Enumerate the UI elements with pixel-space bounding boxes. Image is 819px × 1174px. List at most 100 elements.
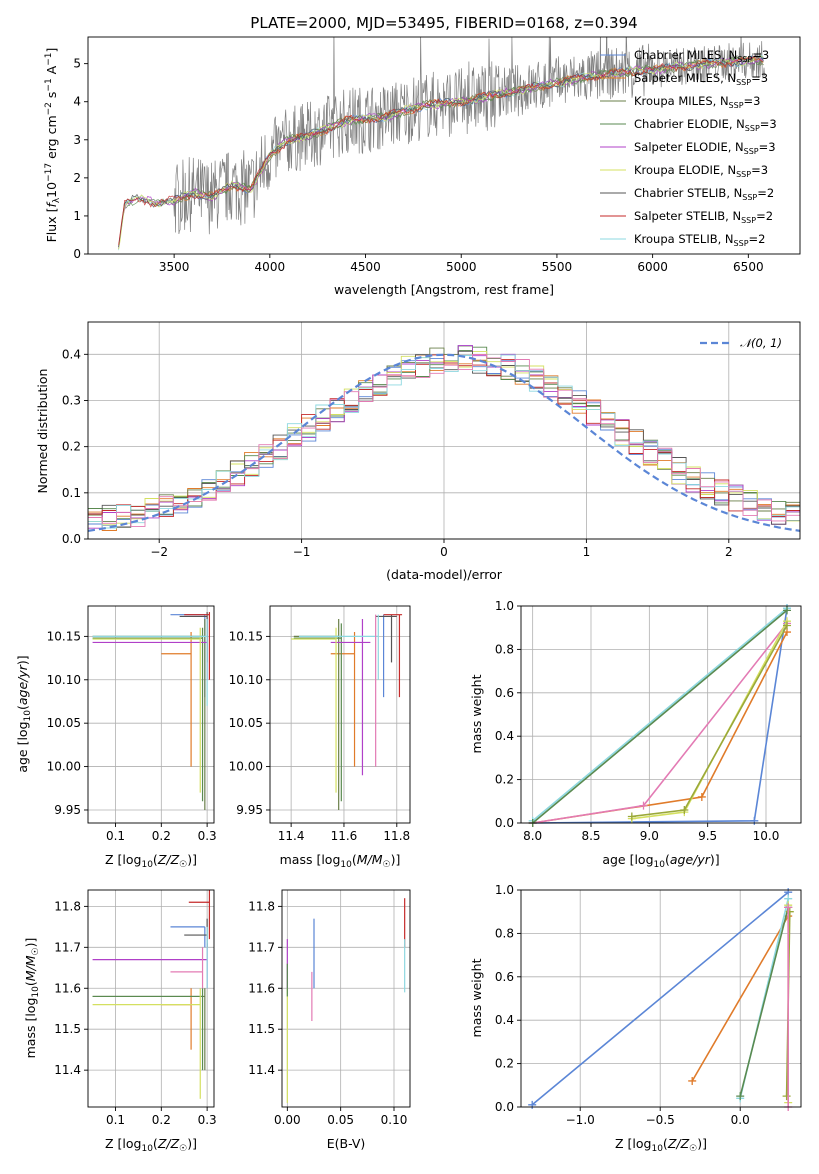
legend-label: Chabrier ELODIE, NSSP=3 — [634, 117, 777, 133]
x-tick-label: 0.0 — [731, 1113, 750, 1127]
model-spectrum-cstelib — [118, 54, 764, 248]
x-tick-label: 6000 — [637, 260, 668, 274]
y-tick-label: 5 — [73, 57, 81, 71]
mass-weight-line-celodie — [739, 907, 789, 1097]
mass-weight-vs-Z-ylabel: mass weight — [469, 958, 484, 1037]
y-tick-label: 0.1 — [62, 486, 81, 500]
residual-histogram-pink — [88, 354, 800, 528]
residuals-panel: −2 −1 0 1 2 0.0 0.1 0.2 0.3 0.4 𝒩(0, 1) (data-mode… — [35, 321, 801, 582]
y-tick-label: 0.6 — [495, 686, 514, 700]
mass-weight-line-smiles — [691, 915, 789, 1082]
normal-curve — [88, 353, 800, 532]
legend-label-rest: =3 — [751, 71, 768, 85]
x-tick-label: 11.4 — [278, 829, 305, 843]
x-tick-label: 0.3 — [198, 1113, 217, 1127]
x-tick-label: 0.2 — [152, 1113, 171, 1127]
legend-subscript: SSP — [744, 147, 759, 156]
y-tick-label: 0.2 — [495, 1057, 514, 1071]
x-tick-label: 5000 — [446, 260, 477, 274]
y-tick-label: 11.6 — [248, 981, 275, 995]
mass-weight-marker-olive — [785, 907, 794, 916]
mass-weight-marker-celodie — [783, 606, 791, 615]
legend-label: 𝒩(0, 1) — [740, 336, 782, 350]
x-tick-label: 10.0 — [753, 829, 780, 843]
y-tick-label: 10.05 — [229, 716, 263, 730]
mass-weight-marker-olive — [680, 805, 689, 814]
legend-subscript: SSP — [741, 216, 756, 225]
residuals-ylabel: Normed distribution — [35, 369, 50, 494]
x-tick-label: 0.2 — [152, 829, 171, 843]
legend-label: Salpeter ELODIE, NSSP=3 — [634, 140, 776, 156]
mass-weight-marker-smiles — [697, 792, 706, 801]
mass-vs-EBV-xlabel: E(B-V) — [327, 1136, 366, 1151]
x-tick-label: 0.1 — [106, 1113, 125, 1127]
legend-label: Salpeter STELIB, NSSP=2 — [634, 209, 773, 225]
mass-weight-marker-cmiles — [528, 1100, 537, 1109]
legend-label-rest: =2 — [749, 232, 766, 246]
mass-weight-marker-cmiles — [750, 816, 759, 825]
x-tick-label: 9.5 — [698, 829, 717, 843]
legend-subscript: SSP — [742, 193, 757, 202]
legend-subscript: SSP — [736, 170, 751, 179]
legend-subscript: SSP — [736, 78, 751, 87]
age-vs-mass-xlabel: mass [log10(M/M☉)] — [280, 852, 401, 870]
legend-label-rest: =2 — [756, 209, 773, 223]
mass-weight-marker-olive — [783, 621, 791, 630]
x-tick-label: 0.10 — [381, 1113, 408, 1127]
y-tick-label: 10.15 — [229, 629, 263, 643]
mass-vs-Z-ylabel: mass [log10(M/M☉)] — [23, 938, 41, 1059]
legend-subscript: SSP — [745, 124, 760, 133]
residuals-frame — [87, 321, 801, 540]
x-tick-label: 11.8 — [383, 829, 410, 843]
x-tick-label: 4500 — [350, 260, 381, 274]
y-tick-label: 0.0 — [495, 816, 514, 830]
y-tick-label: 0.8 — [495, 642, 514, 656]
legend-label: Chabrier MILES, NSSP=3 — [634, 48, 769, 64]
x-tick-label: 4000 — [255, 260, 286, 274]
legend-label-rest: =3 — [759, 140, 776, 154]
age-vs-Z-panel: 0.1 0.2 0.3 9.95 10.00 10.05 10.10 10.15 Z [log… — [15, 605, 217, 870]
x-tick-label: 0.3 — [198, 829, 217, 843]
model-spectrum-kmiles — [173, 55, 764, 204]
mass-weight-line-pink — [532, 622, 788, 824]
y-tick-label: 3 — [73, 133, 81, 147]
x-tick-label: 11.6 — [331, 829, 358, 843]
x-tick-label: −0.5 — [646, 1113, 675, 1127]
spectrum-frame — [87, 36, 801, 255]
model-spectrum-sstelib — [118, 55, 764, 245]
x-tick-label: 1 — [583, 545, 591, 559]
x-tick-label: −1.0 — [566, 1113, 595, 1127]
mass-vs-Z-xlabel: Z [log10(Z/Z☉)] — [105, 1136, 197, 1154]
mass-weight-vs-Z-xlabel: Z [log10(Z/Z☉)] — [615, 1136, 707, 1154]
mass-weight-line-kstelib — [532, 607, 788, 822]
y-tick-label: 11.5 — [54, 1022, 81, 1036]
histogram-lines — [88, 345, 800, 535]
spectrum-ylabel: Flux [fλ10−17 erg cm−2 s−1 A−1] — [44, 48, 62, 243]
age-vs-mass-frame — [269, 605, 411, 824]
mass-weight-vs-Z-panel: −1.0 −0.5 0.0 0.0 0.2 0.4 0.6 0.8 1.0 Z [log10(Z… — [469, 883, 802, 1154]
legend-subscript: SSP — [737, 55, 752, 64]
x-tick-label: 0 — [440, 545, 448, 559]
mass-weight-line-cmiles — [531, 891, 789, 1106]
y-tick-label: 11.4 — [54, 1063, 81, 1077]
x-tick-label: 6500 — [733, 260, 764, 274]
y-tick-label: 10.00 — [229, 760, 263, 774]
model-spectrum-celodie — [118, 56, 764, 247]
age-vs-Z-xlabel: Z [log10(Z/Z☉)] — [105, 852, 197, 870]
y-tick-label: 1.0 — [495, 599, 514, 613]
spectrum-legend: Chabrier MILES, NSSP=3 Salpeter MILES, NS… — [600, 48, 777, 248]
y-tick-label: 0.4 — [495, 729, 514, 743]
y-tick-label: 10.10 — [229, 673, 263, 687]
model-spectrum-selodie — [118, 57, 764, 247]
spectrum-xlabel: wavelength [Angstrom, rest frame] — [334, 282, 554, 297]
y-tick-label: 11.7 — [248, 940, 275, 954]
mass-vs-EBV-panel: 0.00 0.05 0.10 11.4 11.5 11.6 11.7 11.8 E(B-V) — [248, 889, 411, 1151]
mass-weight-vs-age-ylabel: mass weight — [469, 674, 484, 753]
y-tick-label: 1.0 — [495, 883, 514, 897]
y-tick-label: 10.00 — [47, 760, 81, 774]
y-tick-label: 11.8 — [54, 899, 81, 913]
residuals-xlabel: (data-model)/error — [386, 567, 503, 582]
y-tick-label: 4 — [73, 95, 81, 109]
age-vs-Z-frame — [87, 605, 215, 824]
